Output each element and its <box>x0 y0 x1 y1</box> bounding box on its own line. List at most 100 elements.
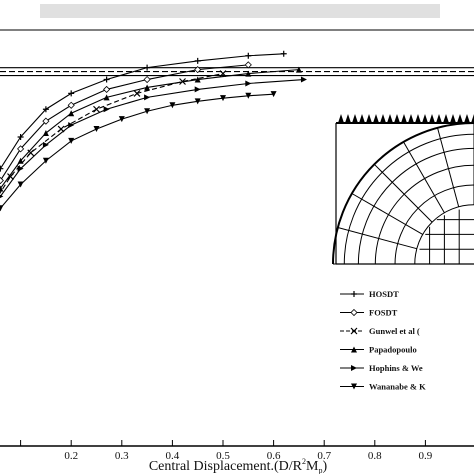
x-tick-label: 0.4 <box>166 450 180 462</box>
series-point <box>144 108 151 115</box>
support-tooth <box>457 114 463 123</box>
series-point <box>0 205 4 212</box>
x-axis-label-end: ) <box>322 459 327 474</box>
series-group <box>0 50 307 212</box>
support-tooth <box>415 114 421 123</box>
series-point <box>42 117 50 125</box>
support-tooth <box>464 114 470 123</box>
legend-marker <box>351 383 357 390</box>
series-point <box>103 85 111 93</box>
legend-item: HOSDT <box>340 289 399 299</box>
series-point <box>133 89 141 97</box>
series-point <box>194 86 201 93</box>
series-point <box>194 57 201 64</box>
series-point <box>103 94 110 101</box>
series-point <box>0 165 4 172</box>
x-axis-label-sup: 2 <box>302 457 306 466</box>
legend-label: Wananabe & K <box>369 382 426 392</box>
series-point <box>7 173 14 181</box>
legend-marker <box>350 308 358 317</box>
support-tooth <box>387 114 393 123</box>
mesh-radial <box>403 141 445 213</box>
x-tick-label: 0.6 <box>267 450 281 462</box>
support-tooth <box>436 114 442 123</box>
title-strip <box>40 4 440 18</box>
series-point <box>67 101 75 109</box>
series-point <box>220 95 226 102</box>
series-point <box>68 137 75 144</box>
legend-marker <box>351 291 357 297</box>
series-point <box>118 116 125 123</box>
series-point <box>103 106 110 113</box>
support-tooth <box>450 114 456 123</box>
series-point <box>93 105 100 113</box>
series-point <box>27 149 35 157</box>
support-tooth <box>338 114 344 123</box>
legend-item: Hophins & We <box>340 363 423 373</box>
series-point <box>245 92 252 99</box>
support-hatching <box>338 114 474 123</box>
series-point <box>93 126 100 133</box>
series-point <box>280 50 287 57</box>
support-tooth <box>408 114 414 123</box>
mesh-radial <box>337 227 417 250</box>
mesh-radial <box>373 163 433 223</box>
series-point <box>245 80 252 87</box>
series-point <box>17 181 24 188</box>
series-point <box>68 90 75 97</box>
series-point <box>194 98 201 105</box>
x-tick-label: 0.7 <box>317 450 331 462</box>
x-tick-label: 0.2 <box>64 450 78 462</box>
series-point <box>68 110 75 117</box>
legend-item: Gunwel et al ( <box>340 326 420 336</box>
legend-marker <box>351 346 357 353</box>
series-point <box>169 102 176 109</box>
x-axis-label-mid: M <box>306 459 319 474</box>
support-tooth <box>366 114 372 123</box>
series-line <box>0 93 274 210</box>
legend-item: Wananabe & K <box>340 382 426 392</box>
x-tick-label: 0.3 <box>115 450 129 462</box>
x-axis-label-sub: p <box>318 466 322 474</box>
legend-item: FOSDT <box>340 308 398 318</box>
x-ticks: 0.20.30.40.50.60.70.80.91 <box>20 440 474 462</box>
support-tooth <box>422 114 428 123</box>
support-tooth <box>352 114 358 123</box>
series-papadopoulo <box>0 66 302 192</box>
series-point <box>245 70 252 77</box>
support-tooth <box>394 114 400 123</box>
x-tick-label: 0.8 <box>368 450 382 462</box>
x-tick-label: 0.5 <box>216 450 230 462</box>
x-axis-label: Central Displacement.(D/R2Mp) <box>149 457 328 474</box>
legend: HOSDT FOSDT Gunwel et al ( Papadopoulo Hophi… <box>340 289 426 392</box>
support-tooth <box>471 114 474 123</box>
series-point <box>0 176 4 185</box>
legend-label: FOSDT <box>369 308 398 318</box>
legend-label: Hophins & We <box>369 363 423 373</box>
series-point <box>144 94 151 101</box>
series-point <box>17 165 24 172</box>
series-point <box>103 76 110 83</box>
support-tooth <box>443 114 449 123</box>
series-point <box>300 76 307 83</box>
legend-marker <box>350 327 358 335</box>
series-hosdt <box>0 50 287 172</box>
mesh-radial <box>437 127 460 207</box>
mesh-arc <box>414 204 474 265</box>
series-point <box>219 70 227 78</box>
legend-label: HOSDT <box>369 289 399 299</box>
x-tick-label: 0.9 <box>419 450 433 462</box>
support-tooth <box>359 114 365 123</box>
series-point <box>270 91 277 98</box>
series-point <box>295 66 302 73</box>
legend-item: Papadopoulo <box>340 345 417 355</box>
legend-label: Gunwel et al ( <box>369 326 420 336</box>
series-point <box>144 64 151 71</box>
series-point <box>143 75 151 84</box>
series-point <box>42 157 49 164</box>
series-line <box>0 64 249 183</box>
support-tooth <box>401 114 407 123</box>
series-point <box>244 61 252 69</box>
series-point <box>68 122 75 129</box>
series-point <box>144 84 151 91</box>
